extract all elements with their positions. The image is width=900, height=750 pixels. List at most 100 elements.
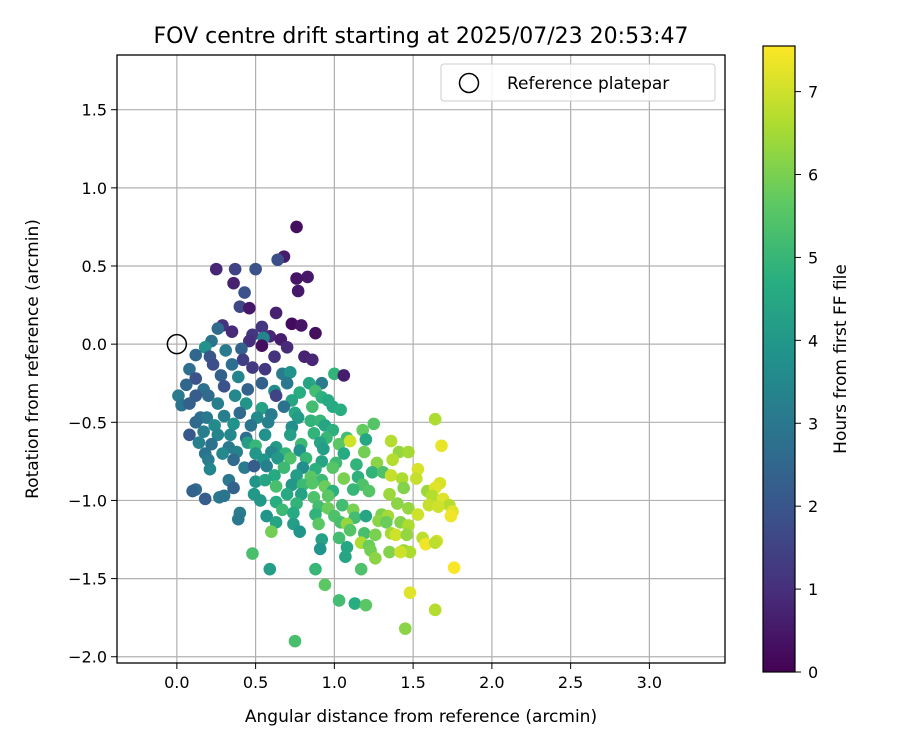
data-point	[334, 403, 347, 417]
data-point	[260, 509, 273, 523]
data-point	[239, 397, 253, 410]
data-point	[269, 516, 283, 529]
data-point	[202, 389, 215, 403]
data-point	[306, 353, 319, 367]
data-point	[225, 358, 239, 371]
data-point	[276, 503, 289, 517]
data-point	[402, 445, 415, 459]
data-point	[236, 353, 250, 367]
data-point	[233, 300, 247, 313]
y-tick-label: 0.5	[82, 257, 107, 276]
data-point	[200, 411, 214, 424]
data-point	[233, 406, 247, 420]
data-point	[411, 462, 425, 476]
data-point	[357, 445, 371, 459]
data-point	[419, 537, 433, 551]
x-tick-label: 3.0	[637, 673, 662, 692]
data-point	[395, 472, 409, 485]
data-point	[315, 533, 329, 546]
y-tick-label: 0.0	[82, 335, 107, 354]
data-point	[260, 459, 273, 473]
data-point	[348, 597, 362, 610]
data-point	[214, 369, 228, 382]
data-point	[243, 301, 256, 315]
data-point	[332, 594, 346, 607]
data-point	[211, 322, 225, 335]
data-point	[227, 453, 240, 467]
data-point	[183, 362, 196, 376]
data-point	[268, 350, 281, 363]
data-point	[277, 400, 291, 413]
y-tick-label: −2.0	[68, 648, 107, 667]
colorbar-tick-label: 7	[808, 83, 818, 102]
data-point	[293, 386, 307, 399]
plot-background	[117, 55, 725, 663]
data-point	[312, 517, 325, 531]
data-point	[255, 376, 269, 390]
data-point	[309, 326, 322, 340]
data-point	[313, 542, 327, 556]
data-point	[291, 284, 305, 298]
data-point	[285, 317, 299, 331]
y-tick-label: −1.0	[68, 491, 107, 510]
colorbar: 0 1 2 3 4 5 6 7 Hours from first FF file	[762, 45, 851, 682]
data-point	[309, 562, 322, 576]
data-point	[246, 361, 259, 374]
data-point	[217, 409, 231, 423]
data-point	[271, 451, 284, 465]
colorbar-tick-label: 5	[808, 248, 818, 267]
data-point	[301, 270, 314, 284]
data-point	[180, 378, 193, 392]
data-point	[265, 525, 278, 539]
data-point	[398, 622, 412, 635]
colorbar-tick-label: 2	[808, 497, 818, 516]
y-tick-label: 1.5	[82, 101, 107, 120]
data-point	[263, 562, 277, 576]
data-point	[255, 339, 269, 353]
grid-lines	[117, 55, 725, 663]
colorbar-tick-label: 0	[808, 663, 818, 682]
data-point	[238, 286, 251, 299]
data-point	[219, 344, 232, 357]
data-point	[447, 561, 461, 574]
data-point	[294, 319, 308, 332]
data-point	[224, 428, 237, 442]
data-point	[227, 276, 240, 290]
data-point	[346, 483, 360, 496]
data-point	[183, 397, 196, 410]
colorbar-ticks: 0 1 2 3 4 5 6 7	[795, 83, 818, 682]
data-point	[383, 545, 396, 559]
data-point	[280, 487, 294, 501]
data-point	[261, 416, 275, 429]
data-point	[189, 348, 203, 362]
data-point	[271, 253, 284, 267]
data-point	[432, 500, 445, 514]
data-point	[380, 516, 393, 529]
data-point	[283, 365, 297, 379]
data-point	[317, 442, 330, 456]
data-point	[258, 473, 272, 487]
data-point	[293, 525, 307, 539]
data-point	[337, 369, 351, 382]
data-point	[186, 484, 199, 498]
x-tick-label: 1.0	[322, 673, 347, 692]
data-point	[249, 475, 262, 488]
data-point	[255, 320, 269, 334]
data-point	[258, 428, 272, 442]
data-point	[228, 389, 242, 403]
data-point	[216, 447, 229, 460]
data-point	[403, 545, 417, 559]
data-point	[296, 478, 310, 492]
data-point	[228, 262, 242, 276]
data-point	[288, 634, 302, 648]
data-point	[198, 340, 212, 354]
data-point	[283, 428, 297, 442]
data-point	[307, 491, 321, 504]
data-point	[243, 334, 256, 348]
data-point	[411, 508, 425, 521]
data-point	[362, 484, 376, 498]
data-point	[287, 506, 300, 520]
colorbar-tick-label: 4	[808, 331, 818, 350]
data-point	[202, 453, 215, 467]
